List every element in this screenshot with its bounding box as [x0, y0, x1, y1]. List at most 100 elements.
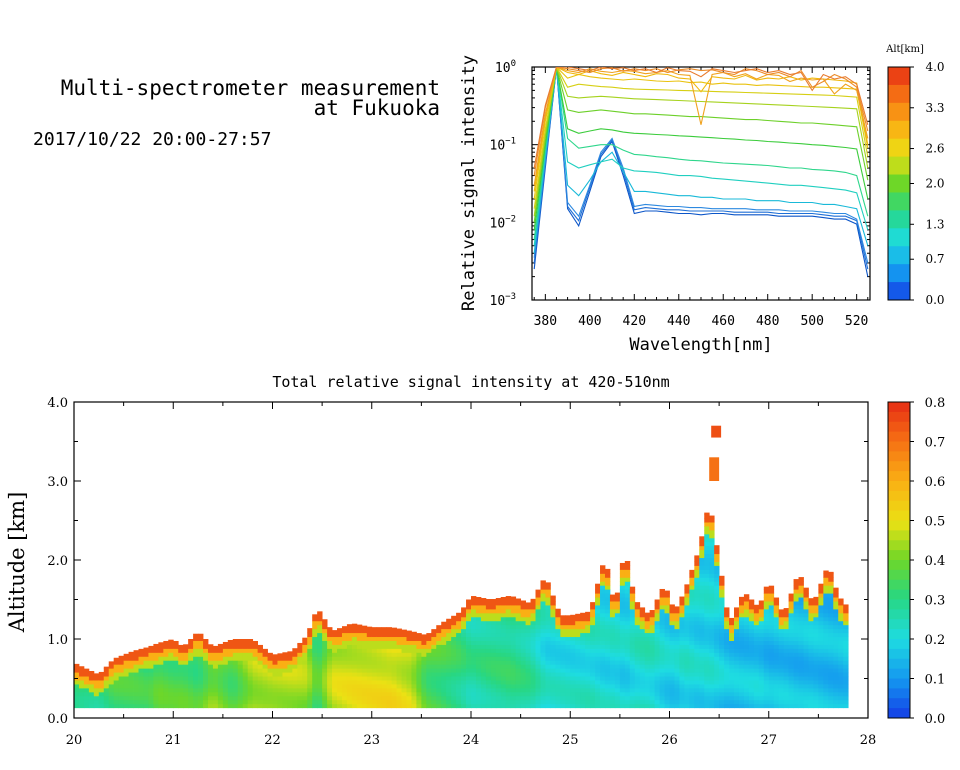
heatmap-cell: [738, 656, 745, 661]
heatmap-cell: [297, 648, 303, 653]
heatmap-cell: [709, 561, 715, 566]
heatmap-cell: [317, 691, 323, 697]
heatmap-cell: [649, 695, 656, 701]
heatmap-cell: [475, 660, 482, 665]
heatmap-cell: [446, 672, 452, 677]
heatmap-cell: [456, 640, 462, 645]
heatmap-cell: [758, 605, 765, 610]
heatmap-cell: [609, 644, 616, 649]
heatmap-cell: [649, 640, 656, 645]
heatmap-cell: [351, 684, 358, 689]
heatmap-cell: [689, 695, 695, 701]
heatmap-cell: [451, 660, 457, 665]
heatmap-cell: [709, 628, 715, 634]
heatmap-cell: [719, 612, 725, 618]
heatmap-cell: [475, 636, 482, 641]
heatmap-cell: [763, 676, 770, 681]
heatmap-cell: [793, 680, 799, 685]
heatmap-cell: [684, 612, 690, 618]
heatmap-cell: [823, 612, 829, 618]
heatmap-cell: [520, 676, 526, 681]
title-line-1: Multi-spectrometer measurement: [61, 76, 440, 100]
heatmap-cell: [803, 668, 809, 673]
heatmap-cell: [565, 668, 571, 673]
heatmap-cell: [88, 691, 95, 697]
heatmap-cell: [371, 648, 378, 653]
heatmap-cell: [525, 640, 531, 645]
heatmap-cell: [242, 652, 249, 657]
heatmap-cell: [609, 616, 616, 622]
heatmap-cell: [366, 644, 373, 649]
heatmap-cell: [664, 687, 670, 693]
heatmap-cell: [128, 691, 134, 697]
heatmap-cell: [222, 656, 229, 661]
heatmap-cell: [778, 703, 785, 709]
heatmap-cell: [446, 687, 452, 693]
heatmap-cell: [74, 668, 80, 673]
heatmap-cell: [381, 636, 388, 641]
heatmap-cell: [421, 640, 427, 645]
heatmap-cell: [525, 632, 531, 638]
heatmap-cell: [193, 684, 199, 689]
heatmap-cell: [619, 632, 626, 638]
heatmap-cells: [74, 512, 849, 709]
heatmap-cell: [704, 640, 710, 645]
heatmap-cell: [93, 695, 100, 701]
heatmap-cell: [500, 612, 507, 618]
heatmap-cell: [709, 605, 715, 610]
heatmap-cell: [664, 620, 670, 626]
heatmap-cell: [361, 632, 368, 638]
heatmap-cell: [565, 691, 571, 697]
heatmap-cell: [773, 695, 780, 701]
heatmap-cell: [798, 644, 804, 649]
heatmap-cell: [480, 672, 487, 677]
heatmap-cell: [510, 632, 517, 638]
heatmap-cell: [322, 644, 328, 649]
heatmap-cell: [719, 575, 725, 578]
heatmap-cell: [624, 640, 631, 645]
heatmap-cell: [351, 699, 358, 705]
heatmap-cell: [818, 640, 824, 645]
heatmap-cell: [173, 699, 179, 705]
heatmap-cell: [768, 668, 775, 673]
heatmap-cell: [634, 640, 641, 645]
heatmap-cell: [699, 624, 705, 630]
heatmap-cell: [704, 672, 710, 677]
heatmap-cell: [823, 636, 829, 641]
heatmap-cell: [441, 644, 447, 649]
heatmap-cell: [679, 652, 685, 657]
heatmap-cell: [232, 684, 239, 689]
heatmap-cell: [103, 672, 110, 677]
heatmap-cell: [664, 695, 670, 701]
heatmap-cell: [669, 668, 675, 673]
heatmap-cell: [719, 644, 725, 649]
heatmap-cell: [312, 676, 318, 681]
heatmap-cell: [351, 695, 358, 701]
heatmap-cell: [515, 632, 522, 638]
heatmap-cell: [684, 589, 690, 594]
heatmap-cell: [138, 695, 144, 701]
heatmap-cell: [704, 648, 710, 653]
heatmap-cell: [341, 632, 348, 638]
heatmap-cell: [709, 541, 715, 547]
heatmap-cell: [361, 644, 368, 649]
heatmap-cell: [376, 695, 383, 701]
heatmap-cell: [441, 632, 447, 638]
heatmap-cell: [570, 628, 576, 634]
heatmap-cell: [227, 680, 234, 685]
heatmap-cell: [262, 656, 268, 661]
heatmap-cell: [624, 695, 631, 701]
heatmap-cell: [758, 640, 765, 645]
heatmap-cell: [322, 660, 328, 665]
heatmap-cell: [694, 684, 700, 689]
heatmap-cell: [803, 616, 809, 622]
heatmap-cell: [704, 522, 710, 527]
heatmap-cell: [74, 684, 80, 689]
heatmap-cell: [738, 684, 745, 689]
heatmap-cell: [466, 612, 472, 618]
heatmap-cell: [550, 612, 556, 618]
heatmap-cell: [684, 660, 690, 665]
heatmap-cell: [480, 699, 487, 705]
heatmap-cell: [704, 585, 710, 590]
heatmap-cell: [659, 589, 665, 594]
